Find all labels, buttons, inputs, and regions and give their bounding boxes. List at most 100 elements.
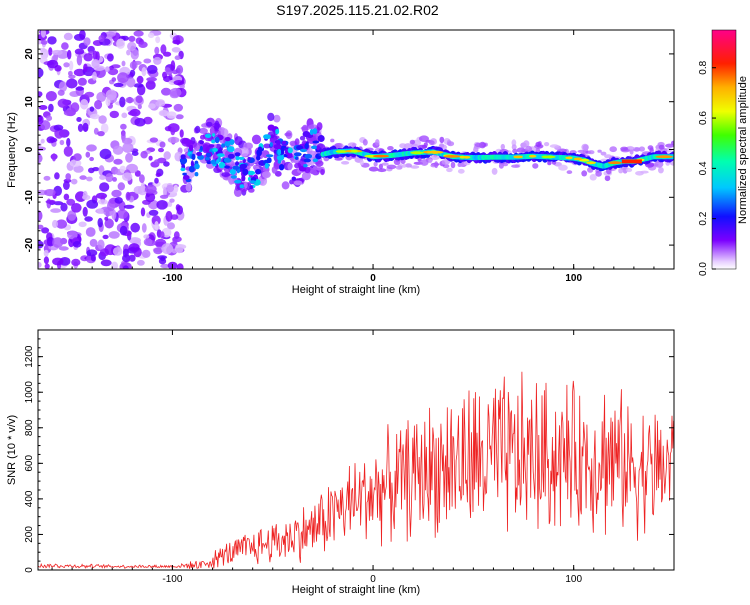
spectrogram-cell: [457, 163, 465, 167]
spectrogram-cell: [52, 219, 58, 229]
spectrogram-cell: [153, 56, 162, 65]
spectrogram-cell: [82, 190, 88, 200]
spectrogram-cell: [126, 77, 136, 88]
spectrogram-cell: [66, 198, 76, 206]
spectrogram-cell: [120, 123, 127, 130]
spectrogram-cell: [152, 181, 161, 187]
spectrogram-cell: [199, 140, 205, 145]
spectrogram-cell: [239, 163, 248, 169]
spectrogram-cell: [216, 153, 225, 158]
snr-y-tick-label: 1000: [24, 381, 35, 404]
spectrogram-cell: [250, 180, 256, 184]
spectrogram-cell: [277, 159, 282, 164]
spectrogram-cell: [160, 44, 167, 55]
spectrogram-x-tick-label: 0: [370, 273, 376, 284]
spectrogram-cell: [638, 146, 646, 152]
spectrogram-cell: [98, 35, 105, 43]
spectrogram-cell: [544, 142, 550, 147]
snr-y-tick-label: 800: [24, 419, 35, 436]
spectrogram-cell: [303, 164, 308, 168]
spectrogram-cell: [198, 127, 208, 134]
spectrogram-cell: [229, 168, 236, 175]
spectrogram-cell: [105, 173, 114, 183]
spectrogram-cell: [255, 168, 262, 175]
spectrogram-cell: [304, 143, 309, 150]
spectrogram-cell: [169, 198, 175, 203]
spectrogram-cell: [221, 143, 226, 148]
spectrogram-cell: [235, 161, 240, 166]
spectrogram-cell: [98, 115, 107, 124]
spectrogram-cell: [155, 100, 166, 107]
spectrogram-cell: [140, 150, 148, 159]
spectrogram-cell: [141, 223, 147, 233]
spectrogram-cell: [262, 171, 271, 179]
spectrogram-cell: [176, 263, 184, 269]
spectrogram-cell: [143, 234, 150, 239]
spectrogram-cell: [69, 159, 82, 167]
spectrogram-cell: [208, 144, 215, 148]
spectrogram-cell: [130, 48, 139, 60]
spectrogram-cell: [128, 254, 136, 262]
spectrogram-cell: [247, 177, 251, 181]
spectrogram-cell: [163, 161, 170, 167]
spectrogram-cell: [76, 54, 83, 66]
spectrogram-cell: [111, 77, 117, 82]
spectrogram-cell: [196, 151, 203, 157]
spectrogram-cell: [153, 247, 163, 255]
spectrogram-cell: [52, 237, 64, 248]
spectrogram-cell: [38, 153, 43, 164]
spectrogram-cell: [96, 91, 107, 103]
spectrogram-cell: [312, 165, 322, 171]
spectrogram-cell: [48, 103, 54, 113]
spectrogram-cell: [426, 150, 444, 154]
spectrogram-cell: [71, 258, 81, 266]
spectrogram-cell: [54, 172, 60, 180]
spectrogram-cell: [158, 109, 169, 117]
spectrogram-cell: [125, 97, 134, 104]
spectrogram-cell: [143, 238, 153, 246]
spectrogram-cell: [234, 152, 241, 157]
spectrogram-cell: [368, 166, 379, 172]
spectrogram-cell: [581, 170, 588, 177]
spectrogram-cell: [126, 49, 131, 56]
spectrogram-cell: [277, 148, 282, 156]
spectrogram-cell: [112, 247, 123, 256]
spectrogram-cell: [97, 217, 103, 228]
spectrogram-cell: [41, 227, 50, 234]
spectrogram-cell: [654, 160, 664, 168]
spectrogram-cell: [148, 155, 153, 161]
spectrogram-cell: [88, 167, 95, 174]
spectrogram-cell: [275, 128, 280, 135]
spectrogram-cell: [173, 184, 179, 194]
spectrogram-cell: [83, 63, 88, 73]
spectrogram-cell: [159, 141, 166, 148]
spectrogram-cell: [73, 68, 86, 77]
spectrogram-cell: [149, 137, 159, 143]
spectrogram-cell: [204, 156, 210, 161]
spectrogram-cell: [293, 152, 302, 157]
spectrogram-cell: [212, 147, 219, 152]
spectrogram-cell: [609, 146, 617, 153]
spectrogram-cell: [65, 173, 71, 181]
spectrogram-x-tick-label: -100: [162, 273, 182, 284]
spectrogram-cell: [89, 106, 95, 112]
spectrogram-cell: [290, 157, 295, 164]
spectrogram-cell: [179, 129, 184, 138]
spectrogram-cell: [113, 158, 123, 165]
spectrogram-cell: [140, 207, 146, 217]
spectrogram-cell: [296, 145, 304, 150]
spectrogram-cell: [92, 50, 98, 61]
spectrogram-cell: [166, 111, 177, 119]
spectrogram-cell: [86, 249, 98, 257]
spectrogram-cell: [287, 162, 293, 171]
spectrogram-cell: [104, 216, 109, 221]
spectrogram-cell: [239, 184, 245, 189]
spectrogram-cell: [43, 175, 51, 181]
spectrogram-cell: [74, 48, 85, 55]
spectrogram-cell: [671, 140, 674, 146]
spectrogram-cell: [450, 161, 456, 169]
spectrogram-cell: [58, 81, 68, 92]
spectrogram-cell: [151, 215, 161, 226]
spectrogram-cell: [38, 91, 43, 97]
spectrogram-cell: [604, 154, 612, 159]
